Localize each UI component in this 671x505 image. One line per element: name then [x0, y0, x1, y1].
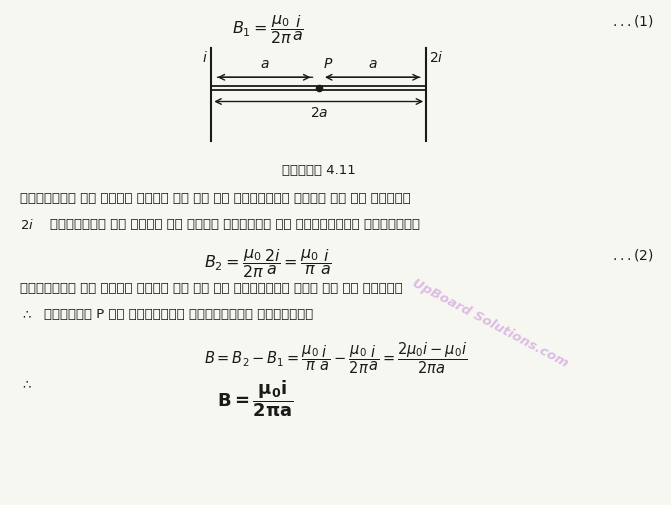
Text: $B_1 = \dfrac{\mu_0}{2\pi}\dfrac{i}{a}$: $B_1 = \dfrac{\mu_0}{2\pi}\dfrac{i}{a}$ — [232, 13, 305, 45]
Text: UpBoard Solutions.com: UpBoard Solutions.com — [410, 276, 570, 370]
Text: चित्र 4.11: चित्र 4.11 — [282, 164, 356, 177]
Text: $2i$: $2i$ — [20, 218, 34, 232]
Text: $\mathbf{B = \dfrac{\mu_0 i}{2\pi a}}$: $\mathbf{B = \dfrac{\mu_0 i}{2\pi a}}$ — [217, 379, 293, 419]
Text: $i$: $i$ — [202, 50, 208, 66]
Text: $a$: $a$ — [260, 57, 270, 71]
Text: $a$: $a$ — [368, 57, 377, 71]
Text: क्षेत्र की दिशा कागज के तल के लम्बवत् ऊपर की ओर होगी।: क्षेत्र की दिशा कागज के तल के लम्बवत् ऊप… — [20, 282, 403, 295]
Text: $2a$: $2a$ — [309, 106, 328, 120]
Text: $...(2)$: $...(2)$ — [613, 247, 654, 264]
Text: $\therefore$: $\therefore$ — [20, 308, 32, 321]
Text: $B = B_2 - B_1 = \dfrac{\mu_0}{\pi}\dfrac{i}{a} - \dfrac{\mu_0}{2\pi}\dfrac{i}{a: $B = B_2 - B_1 = \dfrac{\mu_0}{\pi}\dfra… — [204, 341, 467, 376]
Text: $P$: $P$ — [323, 57, 333, 71]
Text: ऐम्पियर की धारा के कारण बिन्दु पर चुम्बकीय क्षेत्र: ऐम्पियर की धारा के कारण बिन्दु पर चुम्बक… — [50, 218, 420, 231]
Text: $\therefore$: $\therefore$ — [20, 379, 32, 392]
Text: $2i$: $2i$ — [429, 50, 444, 66]
Text: $B_2 = \dfrac{\mu_0}{2\pi}\dfrac{2i}{a} = \dfrac{\mu_0}{\pi}\dfrac{i}{a}$: $B_2 = \dfrac{\mu_0}{2\pi}\dfrac{2i}{a} … — [205, 247, 332, 280]
Text: क्षेत्र की दिशा कागज के तल के लम्बवत् नीचे की ओर होगी।: क्षेत्र की दिशा कागज के तल के लम्बवत् नी… — [20, 192, 411, 205]
Text: बिन्दु P पर परिणामी चुम्बकीय क्षेत्र: बिन्दु P पर परिणामी चुम्बकीय क्षेत्र — [44, 308, 313, 321]
Text: $...(1)$: $...(1)$ — [613, 13, 654, 29]
